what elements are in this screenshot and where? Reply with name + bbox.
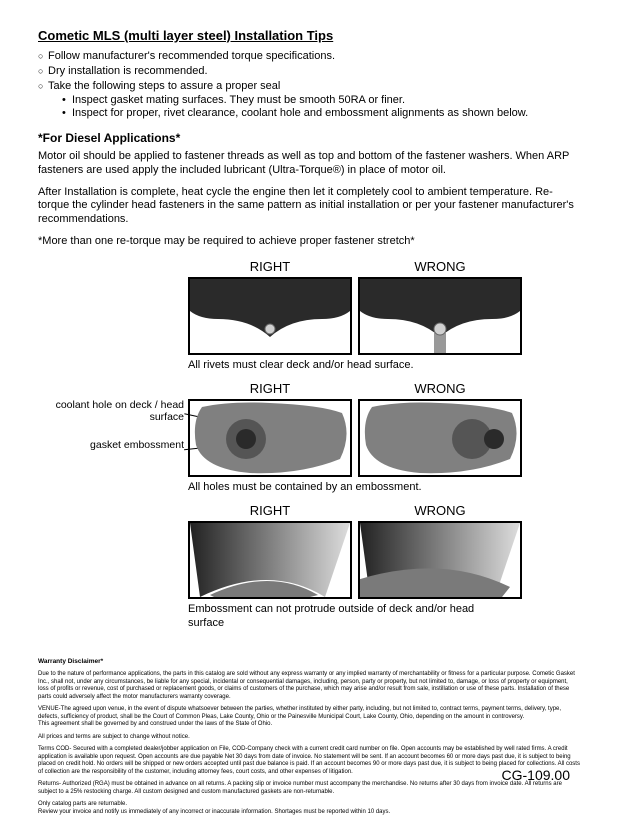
- disclaimer-text: All prices and terms are subject to chan…: [38, 734, 580, 742]
- fig-rivet-wrong: [358, 277, 522, 355]
- caption-rivets: All rivets must clear deck and/or head s…: [188, 359, 580, 373]
- tip-item: Follow manufacturer's recommended torque…: [38, 50, 580, 64]
- diagrams: RIGHT WRONG All: [38, 259, 580, 631]
- disclaimer-text: Returns- Authorized (RGA) must be obtain…: [38, 781, 580, 796]
- diesel-para-2: After Installation is complete, heat cyc…: [38, 186, 580, 227]
- label-wrong: WRONG: [358, 259, 522, 275]
- fig-emboss-wrong: [358, 521, 522, 599]
- tip-text: Take the following steps to assure a pro…: [48, 80, 280, 92]
- annot-embossment: gasket embossment: [44, 439, 184, 451]
- sub-list: Inspect gasket mating surfaces. They mus…: [48, 94, 580, 122]
- tip-item: Take the following steps to assure a pro…: [38, 80, 580, 121]
- diesel-para-3: *More than one re-torque may be required…: [38, 235, 580, 249]
- label-right: RIGHT: [188, 381, 352, 397]
- fig-hole-right: [188, 399, 352, 477]
- tip-item: Dry installation is recommended.: [38, 65, 580, 79]
- fig-hole-wrong: [358, 399, 522, 477]
- disclaimer-text: Only catalog parts are returnable. Revie…: [38, 801, 580, 816]
- diagram-row-holes: coolant hole on deck / head surface gask…: [38, 381, 580, 477]
- diagram-row-emboss: RIGHT WRONG: [38, 503, 580, 599]
- disclaimer-text: Terms COD- Secured with a completed deal…: [38, 746, 580, 776]
- diagram-row-rivets: RIGHT WRONG: [38, 259, 580, 355]
- label-wrong: WRONG: [358, 503, 522, 519]
- install-tips-list: Follow manufacturer's recommended torque…: [38, 50, 580, 121]
- caption-emboss: Embossment can not protrude outside of d…: [188, 603, 508, 631]
- disclaimer-head: Warranty Disclaimer*: [38, 658, 580, 666]
- label-right: RIGHT: [188, 259, 352, 275]
- page-footer-code: CG-109.00: [502, 767, 570, 785]
- diesel-para-1: Motor oil should be applied to fastener …: [38, 150, 580, 178]
- label-right: RIGHT: [188, 503, 352, 519]
- label-wrong: WRONG: [358, 381, 522, 397]
- annot-coolant-hole: coolant hole on deck / head surface: [44, 399, 184, 423]
- caption-holes: All holes must be contained by an emboss…: [188, 481, 580, 495]
- sub-item: Inspect for proper, rivet clearance, coo…: [62, 107, 580, 121]
- diesel-heading: *For Diesel Applications*: [38, 131, 580, 146]
- page-title: Cometic MLS (multi layer steel) Installa…: [38, 28, 580, 44]
- disclaimer-block: Warranty Disclaimer* Due to the nature o…: [38, 658, 580, 816]
- disclaimer-text: VENUE-The agreed upon venue, in the even…: [38, 706, 580, 729]
- sub-item: Inspect gasket mating surfaces. They mus…: [62, 94, 580, 108]
- fig-emboss-right: [188, 521, 352, 599]
- fig-rivet-right: [188, 277, 352, 355]
- disclaimer-text: Due to the nature of performance applica…: [38, 671, 580, 701]
